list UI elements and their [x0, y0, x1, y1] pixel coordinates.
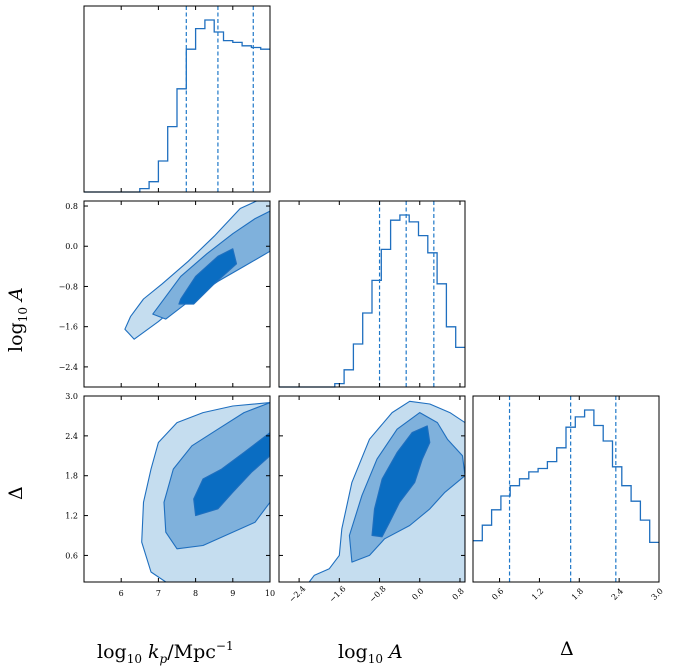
ytick-label-logA-3: 0.0: [65, 242, 78, 251]
contour-kp-logA-0.5-sigma: [178, 248, 238, 305]
x-axis-label-logA: log10 A: [338, 641, 403, 666]
panel-frame-2-2: [472, 395, 660, 583]
ytick-label-logA-2: −0.8: [59, 282, 78, 291]
ytick-label-delta-3: 2.4: [65, 432, 78, 441]
x-axis-label-kp: log10 kp/Mpc−1: [97, 639, 234, 666]
contour-kp-delta-0.5-sigma: [193, 431, 270, 517]
xtick-label-logA-2: −0.8: [368, 584, 388, 604]
panel-frame-1-0: [83, 200, 271, 388]
xtick-label-logA-3: 0.0: [410, 587, 425, 602]
xtick-label-kp-4: 10: [265, 589, 275, 598]
xtick-label-kp-1: 7: [156, 589, 161, 598]
xtick-label-kp-2: 8: [193, 589, 198, 598]
histogram-logA: [279, 214, 465, 388]
histogram-delta: [473, 409, 659, 544]
ytick-label-delta-2: 1.8: [65, 472, 78, 481]
frame-layer: [83, 5, 660, 583]
xtick-label-delta-4: 3.0: [650, 587, 665, 602]
histogram-kp: [84, 19, 270, 193]
xtick-label-kp-3: 9: [230, 589, 235, 598]
ytick-label-logA-1: −1.6: [59, 323, 78, 332]
y-axis-label-logA: log10 A: [5, 287, 30, 352]
contour-panel-kp-logA: [124, 201, 270, 340]
contour-logA-delta-0.5-sigma: [371, 425, 431, 538]
xtick-label-delta-1: 1.2: [530, 587, 545, 602]
xtick-label-logA-4: 0.8: [451, 587, 466, 602]
xtick-label-logA-1: −1.6: [328, 584, 348, 604]
x-axis-label-delta: Δ: [560, 638, 574, 660]
panel-frame-0-0: [83, 5, 271, 193]
y-axis-label-delta: Δ: [5, 486, 27, 500]
xtick-label-kp-0: 6: [119, 589, 124, 598]
xtick-label-delta-2: 1.8: [570, 587, 585, 602]
xtick-label-delta-3: 2.4: [610, 587, 625, 602]
xtick-label-delta-0: 0.6: [490, 587, 505, 602]
panel-frame-1-1: [278, 200, 466, 388]
ytick-label-logA-0: −2.4: [59, 363, 78, 372]
ytick-label-delta-4: 3.0: [65, 392, 78, 401]
ytick-label-delta-1: 1.2: [65, 512, 78, 521]
xtick-label-logA-0: −2.4: [287, 584, 307, 604]
contour-panel-logA-delta: [308, 400, 465, 582]
contour-layer: [124, 201, 465, 582]
ytick-label-logA-4: 0.8: [65, 202, 78, 211]
contour-panel-kp-delta: [141, 402, 270, 582]
panel-frame-2-1: [278, 395, 466, 583]
panel-frame-2-0: [83, 395, 271, 583]
ytick-label-delta-0: 0.6: [65, 551, 78, 560]
